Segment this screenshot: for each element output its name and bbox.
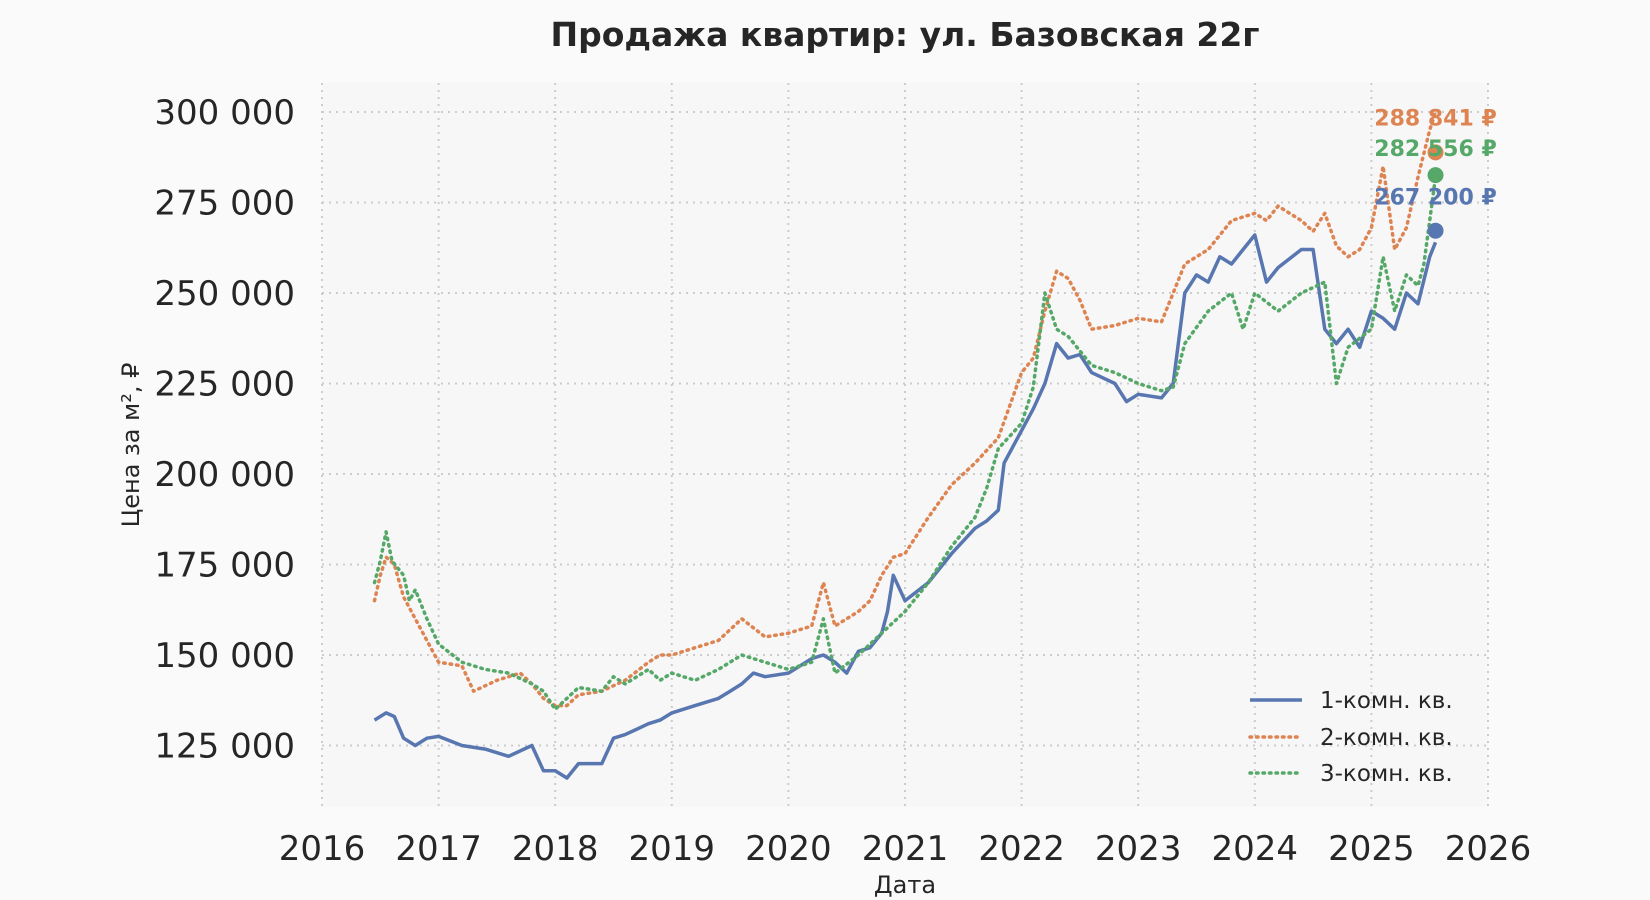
series-line-1-room: [373, 233, 1438, 780]
x-tick-label: 2025: [1328, 829, 1415, 869]
y-axis-label: Цена за м², ₽: [117, 363, 145, 528]
x-tick-label: 2022: [978, 829, 1065, 869]
x-tick-label: 2021: [862, 829, 949, 869]
y-tick-label: 275 000: [154, 183, 295, 223]
x-tick-label: 2026: [1445, 829, 1532, 869]
x-tick-label: 2020: [745, 829, 832, 869]
y-tick-label: 200 000: [154, 455, 295, 495]
series-group: [372, 110, 1438, 780]
legend-label-2-room: 2-комн. кв.: [1320, 725, 1453, 751]
end-point-value-label: 288 841 ₽: [1374, 106, 1496, 131]
legend: 1-комн. кв. 2-комн. кв. 3-комн. кв.: [1248, 688, 1453, 787]
x-tick-label: 2016: [279, 829, 366, 869]
chart-title: Продажа квартир: ул. Базовская 22г: [550, 15, 1259, 54]
series-line-3-room: [372, 175, 1438, 712]
legend-label-1-room: 1-комн. кв.: [1320, 688, 1453, 714]
x-tick-label: 2024: [1212, 829, 1299, 869]
grid: [321, 83, 1489, 807]
end-point-marker: [1427, 167, 1444, 184]
x-tick-label: 2018: [512, 829, 599, 869]
legend-label-3-room: 3-комн. кв.: [1320, 761, 1453, 787]
end-point-marker: [1427, 222, 1444, 239]
y-tick-label: 225 000: [154, 364, 295, 404]
end-point-value-label: 282 556 ₽: [1374, 137, 1496, 162]
y-tick-label: 125 000: [154, 726, 295, 766]
y-tick-label: 300 000: [154, 93, 295, 133]
x-axis-label: Дата: [874, 871, 936, 899]
end-point-marker: [1427, 144, 1444, 161]
series-line-2-room: [372, 110, 1438, 708]
tick-labels-group: 2016 2017 2018 2019 2020 2021 2022 2023 2024 2025…: [154, 93, 1531, 869]
plot-area: [322, 83, 1488, 807]
y-tick-label: 175 000: [154, 545, 295, 585]
x-tick-label: 2023: [1095, 829, 1182, 869]
y-tick-label: 150 000: [154, 636, 295, 676]
x-tick-label: 2019: [629, 829, 716, 869]
x-tick-label: 2017: [395, 829, 482, 869]
y-tick-label: 250 000: [154, 274, 295, 314]
end-points-group: 288 841 ₽ 282 556 ₽ 267 200 ₽: [1374, 106, 1497, 239]
end-point-value-label: 267 200 ₽: [1374, 186, 1496, 211]
